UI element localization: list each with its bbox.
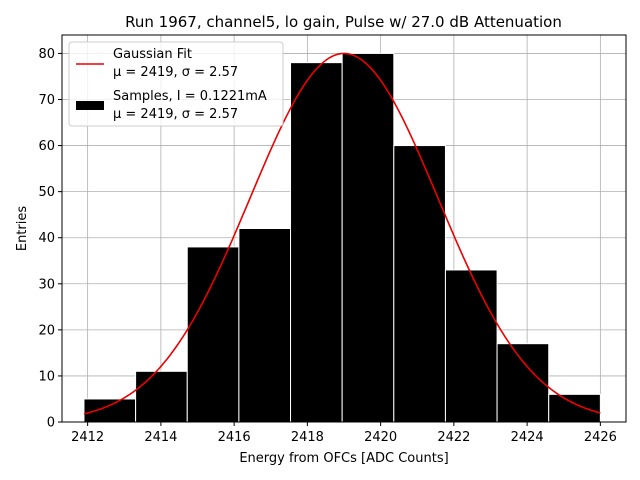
legend-bar-swatch <box>76 101 104 110</box>
y-tick-label: 80 <box>38 47 55 62</box>
y-tick-label: 30 <box>38 277 55 292</box>
legend-samples-params: μ = 2419, σ = 2.57 <box>113 107 238 122</box>
histogram-bar <box>496 343 550 423</box>
x-tick-label: 2416 <box>218 430 251 445</box>
legend-fit-label: Gaussian Fit <box>113 47 192 62</box>
x-tick-label: 2418 <box>291 430 324 445</box>
histogram-bar <box>548 393 601 423</box>
chart-title: Run 1967, channel5, lo gain, Pulse w/ 27… <box>125 13 562 31</box>
histogram-bar <box>444 269 498 423</box>
gaussian-fit-curve <box>83 52 601 415</box>
x-tick-label: 2412 <box>71 430 104 445</box>
x-axis-ticks: 2412 2414 2416 2418 2420 2422 2424 2426 <box>71 422 617 445</box>
y-axis-label: Entries <box>15 206 30 252</box>
legend-fit-params: μ = 2419, σ = 2.57 <box>113 65 238 80</box>
histogram-bar <box>83 398 137 423</box>
x-tick-label: 2414 <box>144 430 177 445</box>
x-tick-label: 2422 <box>437 430 470 445</box>
histogram-bar <box>393 145 446 423</box>
x-axis-label: Energy from OFCs [ADC Counts] <box>239 451 448 466</box>
y-tick-label: 70 <box>38 93 55 108</box>
y-tick-label: 20 <box>38 323 55 338</box>
y-tick-label: 50 <box>38 185 55 200</box>
histogram-bar <box>186 246 240 423</box>
x-tick-label: 2426 <box>584 430 617 445</box>
plot-frame <box>61 34 627 423</box>
gaussian-fit-layer <box>83 52 601 415</box>
histogram-bar <box>290 62 343 423</box>
y-tick-label: 10 <box>38 369 55 384</box>
y-axis-ticks: 0 10 20 30 40 50 60 70 80 <box>38 47 62 431</box>
y-tick-label: 40 <box>38 231 55 246</box>
histogram-bar <box>238 228 292 423</box>
x-tick-label: 2420 <box>364 430 397 445</box>
y-tick-label: 60 <box>38 139 55 154</box>
legend-box <box>68 41 284 127</box>
histogram-bar <box>135 370 188 423</box>
histogram-bars <box>83 52 601 423</box>
legend: Gaussian Fit μ = 2419, σ = 2.57 Samples,… <box>68 41 284 127</box>
y-tick-label: 0 <box>47 416 55 431</box>
histogram-bar <box>341 52 395 423</box>
x-tick-label: 2424 <box>511 430 544 445</box>
legend-samples-label: Samples, I = 0.1221mA <box>113 89 267 104</box>
